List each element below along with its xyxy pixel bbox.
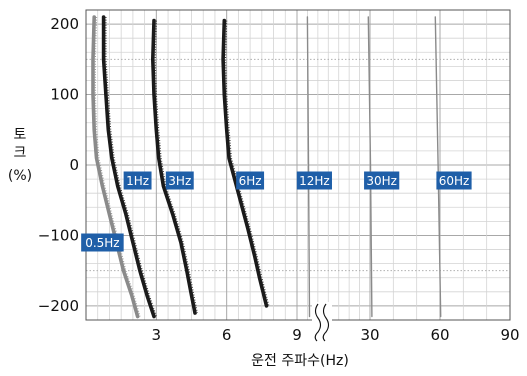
series-layer — [91, 15, 442, 319]
y-axis-label-line-2: 크 — [14, 145, 27, 161]
series-label-30hz: 30Hz — [366, 174, 397, 188]
x-tick-label: 30 — [360, 326, 379, 344]
series-line-6hz — [221, 18, 269, 308]
x-tick-label: 6 — [222, 326, 232, 344]
axis-break-marker — [312, 302, 332, 342]
series-label-60hz: 60Hz — [439, 174, 470, 188]
plot-frame — [85, 9, 511, 321]
series-texture-0.5hz — [94, 16, 141, 317]
x-tick-label: 3 — [152, 326, 162, 344]
series-label-6hz: 6Hz — [239, 174, 262, 188]
y-tick-label: −100 — [38, 226, 79, 244]
series-line-60hz — [434, 16, 442, 318]
series-label-box-6hz — [236, 171, 265, 190]
y-tick-labels: 200 100 0 −100 −200 — [38, 15, 79, 315]
series-label-box-30hz — [364, 171, 400, 190]
series-texture-6hz — [224, 20, 270, 307]
y-tick-label: 100 — [50, 86, 79, 104]
series-line-3hz — [151, 18, 197, 315]
series-label-box-1hz — [123, 171, 152, 190]
series-label-box-3hz — [165, 171, 194, 190]
series-label-3hz: 3Hz — [168, 174, 191, 188]
series-label-box-12hz — [296, 171, 332, 190]
series-label-1hz: 1Hz — [126, 174, 149, 188]
y-axis-label-line-3: (%) — [8, 168, 32, 184]
series-line-12hz — [306, 16, 311, 318]
series-texture-1hz — [105, 17, 157, 317]
series-line-0.5hz — [91, 15, 140, 319]
x-tick-label: 90 — [500, 326, 519, 344]
series-label-12hz: 12Hz — [299, 174, 330, 188]
series-label-box-0.5hz — [81, 233, 124, 252]
series-label-0.5hz: 0.5Hz — [85, 236, 119, 250]
series-line-30hz — [367, 16, 373, 318]
y-tick-label: 0 — [69, 156, 79, 174]
x-tick-labels: 3 6 9 30 60 90 — [152, 326, 520, 344]
series-line-1hz — [101, 15, 156, 319]
series-label-box-60hz — [436, 171, 472, 190]
series-labels: 0.5Hz 1Hz 3Hz 6Hz 12Hz 30Hz 60Hz — [81, 171, 472, 252]
x-axis-title: 운전 주파수(Hz) — [251, 353, 349, 369]
x-tick-label: 9 — [292, 326, 302, 344]
y-tick-label: 200 — [50, 15, 79, 33]
x-tick-label: 60 — [430, 326, 449, 344]
y-axis-label-line-1: 토 — [14, 127, 27, 143]
y-tick-label: −200 — [38, 297, 79, 315]
